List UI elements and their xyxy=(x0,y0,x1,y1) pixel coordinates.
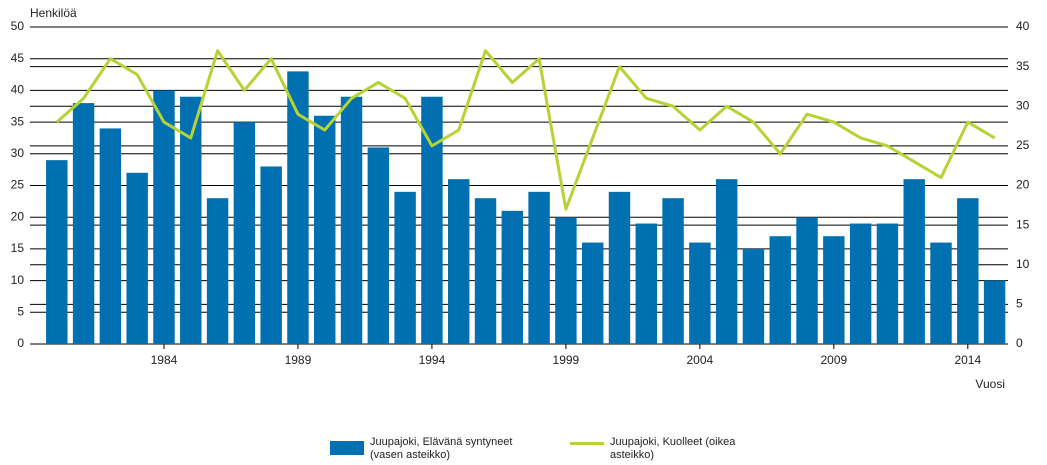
bar xyxy=(581,242,604,344)
bar xyxy=(260,166,282,344)
y2-tick-label: 25 xyxy=(1016,138,1030,152)
bar xyxy=(528,191,550,344)
y-tick-label: 45 xyxy=(11,51,25,65)
bar xyxy=(421,96,443,345)
y-tick-label: 40 xyxy=(11,83,25,97)
bar xyxy=(823,236,845,344)
bar xyxy=(608,191,631,344)
legend-item: Juupajoki, Kuolleet (oikea asteikko) xyxy=(570,436,780,462)
y-tick-label: 15 xyxy=(11,241,25,255)
y-tick-label: 25 xyxy=(11,178,25,192)
bar xyxy=(233,122,256,344)
x-tick-label: 1984 xyxy=(151,353,178,367)
bar xyxy=(689,242,711,344)
y2-tick-label: 30 xyxy=(1016,98,1030,112)
bar xyxy=(99,128,122,344)
y2-tick-label: 20 xyxy=(1016,178,1030,192)
bar xyxy=(662,198,684,344)
x-tick-label: 2004 xyxy=(687,353,714,367)
bar xyxy=(876,223,899,344)
legend-swatch xyxy=(570,442,604,445)
bar xyxy=(715,179,738,344)
bar xyxy=(635,223,657,344)
y2-tick-label: 5 xyxy=(1016,297,1023,311)
y-axis-label: Henkilöä xyxy=(30,6,77,20)
y-tick-label: 50 xyxy=(11,19,25,33)
bar xyxy=(501,210,524,344)
y2-tick-label: 40 xyxy=(1016,19,1030,33)
bar xyxy=(180,96,202,345)
bar xyxy=(72,103,95,344)
y-tick-label: 5 xyxy=(17,304,24,318)
legend-item: Juupajoki, Elävänä syntyneet (vasen aste… xyxy=(330,436,540,462)
y-tick-label: 10 xyxy=(11,273,25,287)
x-tick-label: 2014 xyxy=(954,353,981,367)
legend: Juupajoki, Elävänä syntyneet (vasen aste… xyxy=(330,436,780,462)
y2-tick-label: 15 xyxy=(1016,217,1030,231)
bar xyxy=(903,179,925,344)
bar xyxy=(983,280,1006,344)
bar xyxy=(206,198,229,344)
legend-label: Juupajoki, Elävänä syntyneet (vasen aste… xyxy=(370,436,513,461)
x-tick-label: 2009 xyxy=(820,353,847,367)
bar xyxy=(126,172,148,344)
y-tick-label: 35 xyxy=(11,114,25,128)
bar xyxy=(394,191,416,344)
legend-label: Juupajoki, Kuolleet (oikea asteikko) xyxy=(610,436,736,461)
y-tick-label: 30 xyxy=(11,146,25,160)
x-tick-label: 1989 xyxy=(285,353,312,367)
bar xyxy=(796,217,818,344)
bar xyxy=(46,160,68,344)
bar xyxy=(314,115,336,344)
bar xyxy=(474,198,497,344)
bar xyxy=(287,71,309,344)
bar xyxy=(769,236,791,344)
legend-swatch xyxy=(330,441,364,455)
bar xyxy=(957,198,979,344)
bar xyxy=(447,179,470,344)
bar xyxy=(367,147,390,344)
bar xyxy=(930,242,952,344)
x-tick-label: 1999 xyxy=(553,353,580,367)
y-tick-label: 20 xyxy=(11,209,25,223)
bar xyxy=(153,90,175,345)
y2-tick-label: 10 xyxy=(1016,257,1030,271)
y2-tick-label: 35 xyxy=(1016,59,1030,73)
bar xyxy=(742,248,765,344)
x-axis-label: Vuosi xyxy=(975,377,1005,391)
y2-tick-label: 0 xyxy=(1016,336,1023,350)
bar xyxy=(555,217,577,344)
y-tick-label: 0 xyxy=(17,336,24,350)
x-tick-label: 1994 xyxy=(419,353,446,367)
bar xyxy=(849,223,872,344)
line xyxy=(55,49,996,211)
bar xyxy=(340,96,363,345)
